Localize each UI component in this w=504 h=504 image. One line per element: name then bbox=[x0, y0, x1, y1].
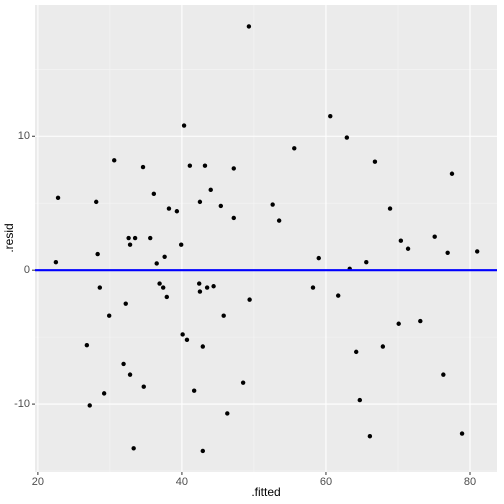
point bbox=[95, 251, 100, 257]
point bbox=[191, 388, 197, 393]
point bbox=[157, 281, 162, 286]
point bbox=[55, 195, 61, 201]
point bbox=[240, 380, 246, 385]
point bbox=[445, 250, 450, 255]
point bbox=[106, 313, 112, 318]
x-tick-label: 80 bbox=[464, 476, 476, 488]
point bbox=[121, 361, 126, 367]
point bbox=[218, 203, 224, 209]
point bbox=[141, 384, 146, 389]
x-tick-label: 40 bbox=[176, 476, 188, 488]
point bbox=[208, 187, 213, 193]
point bbox=[140, 164, 146, 170]
point bbox=[180, 332, 185, 337]
point bbox=[396, 321, 401, 326]
point bbox=[474, 249, 480, 254]
point bbox=[200, 344, 206, 349]
point bbox=[204, 285, 210, 290]
point bbox=[398, 238, 404, 243]
point bbox=[405, 246, 411, 251]
point bbox=[151, 191, 157, 197]
point bbox=[316, 255, 321, 261]
point bbox=[84, 342, 90, 348]
point bbox=[357, 397, 363, 403]
point bbox=[276, 218, 282, 223]
point bbox=[200, 448, 206, 454]
point bbox=[197, 289, 203, 294]
x-tick-label: 60 bbox=[320, 476, 332, 488]
point bbox=[97, 285, 103, 290]
point bbox=[354, 349, 359, 355]
x-axis-label: .fitted bbox=[251, 485, 280, 499]
point bbox=[221, 313, 226, 318]
point bbox=[127, 372, 133, 377]
x-tick-label: 20 bbox=[32, 476, 44, 488]
point bbox=[148, 235, 153, 241]
point bbox=[247, 297, 252, 302]
point bbox=[344, 135, 350, 140]
point bbox=[335, 293, 341, 298]
point bbox=[367, 434, 373, 439]
point bbox=[432, 234, 437, 239]
point bbox=[101, 391, 107, 396]
point bbox=[123, 301, 128, 306]
point bbox=[418, 318, 423, 324]
y-tick-label: 0 bbox=[24, 264, 30, 276]
point bbox=[112, 158, 117, 163]
point bbox=[310, 285, 316, 290]
point bbox=[441, 372, 446, 377]
point bbox=[449, 171, 455, 176]
point bbox=[166, 206, 172, 211]
point bbox=[94, 199, 99, 205]
panel bbox=[35, 5, 497, 472]
point bbox=[380, 344, 386, 349]
point bbox=[231, 215, 236, 221]
point bbox=[231, 166, 236, 171]
point bbox=[164, 294, 169, 300]
point bbox=[197, 281, 202, 286]
y-tick-label: -10 bbox=[14, 398, 30, 410]
point bbox=[127, 242, 133, 247]
point bbox=[246, 24, 252, 29]
point bbox=[178, 242, 184, 247]
point bbox=[162, 254, 167, 259]
point bbox=[270, 202, 275, 207]
y-axis-label: .resid bbox=[2, 223, 16, 252]
point bbox=[154, 261, 159, 266]
point bbox=[181, 123, 187, 128]
point bbox=[187, 163, 193, 168]
point bbox=[160, 285, 166, 290]
point bbox=[53, 259, 59, 265]
point bbox=[225, 411, 230, 416]
y-tick-label: 10 bbox=[18, 130, 30, 142]
point bbox=[202, 163, 208, 168]
point bbox=[174, 209, 180, 214]
point bbox=[459, 431, 465, 436]
point bbox=[292, 146, 297, 151]
point bbox=[87, 403, 92, 408]
point bbox=[132, 235, 138, 241]
point bbox=[184, 337, 190, 343]
point bbox=[197, 199, 203, 205]
point bbox=[131, 446, 136, 451]
point bbox=[387, 206, 393, 211]
point bbox=[364, 259, 369, 265]
point bbox=[328, 113, 333, 119]
point bbox=[372, 159, 378, 164]
point bbox=[126, 235, 131, 241]
point bbox=[211, 284, 216, 289]
